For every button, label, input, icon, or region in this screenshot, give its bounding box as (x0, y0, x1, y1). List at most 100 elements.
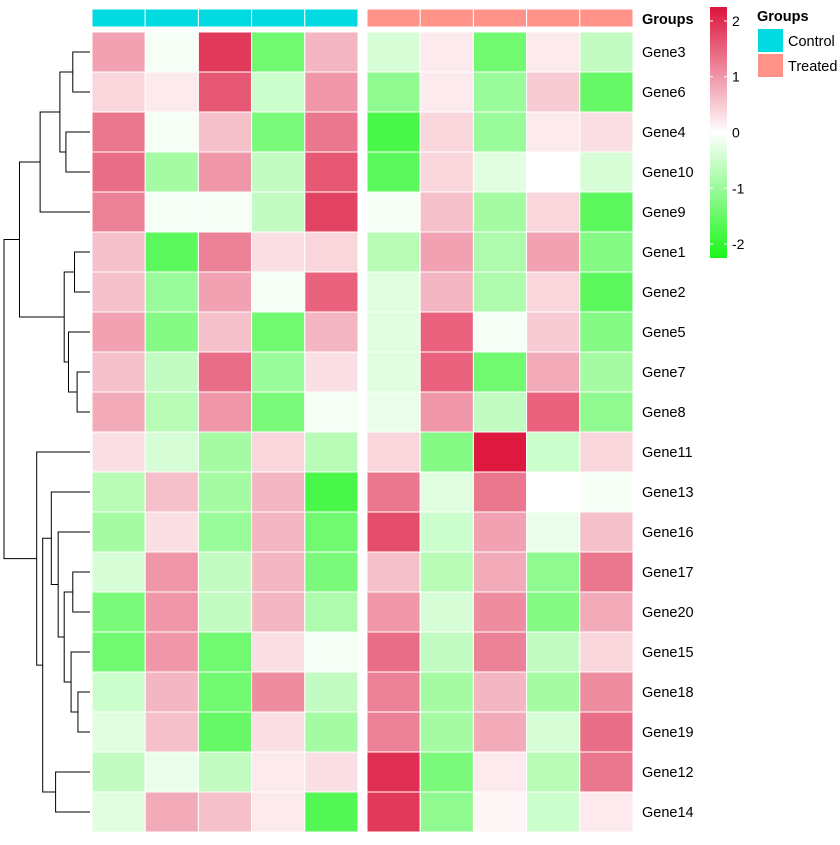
annotation-row-title: Groups (642, 12, 694, 28)
heatmap-cell (91, 231, 146, 273)
heatmap-cell (366, 711, 421, 753)
heatmap-cell (144, 671, 199, 713)
dendrogram-branch (65, 131, 90, 173)
heatmap-cell (91, 791, 146, 833)
color-scale-legend: -2 -1 0 1 2 (710, 7, 745, 258)
heatmap-cell (472, 191, 528, 233)
dendrogram-branch (57, 531, 90, 638)
row-label-gene19: Gene19 (642, 725, 694, 741)
heatmap-cell (144, 71, 199, 113)
heatmap-cell (251, 511, 306, 553)
color-scale-bar (710, 7, 727, 258)
heatmap-cell (366, 351, 421, 393)
heatmap-cell (197, 231, 253, 273)
heatmap-cell (91, 591, 146, 633)
heatmap-cell (472, 551, 528, 593)
heatmap-cell (251, 31, 306, 73)
heatmap-cell (144, 391, 199, 433)
heatmap-cell (304, 551, 359, 593)
heatmap-cell (472, 311, 528, 353)
groups-legend-title: Groups (757, 9, 809, 25)
heatmap-cell (304, 111, 359, 153)
heatmap-cell (526, 751, 581, 793)
annotation-cell-control (304, 8, 359, 28)
heatmap-cell (251, 111, 306, 153)
heatmap-cell (144, 471, 199, 513)
heatmap-cell (472, 71, 528, 113)
heatmap-cell (144, 31, 199, 73)
heatmap-cell (304, 71, 359, 113)
heatmap-cell (579, 431, 634, 473)
row-label-gene4: Gene4 (642, 125, 686, 141)
heatmap-cell (144, 231, 199, 273)
heatmap-cell (419, 71, 474, 113)
annotation-cell-treated (526, 8, 581, 28)
heatmap-cell (419, 511, 474, 553)
heatmap-cell (144, 151, 199, 193)
dendrogram-branch (63, 271, 75, 363)
heatmap-cell (304, 351, 359, 393)
heatmap-cell (197, 391, 253, 433)
heatmap-cell (366, 71, 421, 113)
heatmap-cell (526, 631, 581, 673)
heatmap-cell (304, 711, 359, 753)
heatmap-cell (197, 431, 253, 473)
heatmap-cell (91, 271, 146, 313)
legend-label-control: Control (788, 34, 835, 50)
heatmap-cell (91, 151, 146, 193)
heatmap-cell (304, 31, 359, 73)
heatmap-cell (304, 471, 359, 513)
heatmap-cell (251, 351, 306, 393)
heatmap-cell (251, 751, 306, 793)
heatmap-cell (251, 391, 306, 433)
heatmap-cell (526, 311, 581, 353)
heatmap-cell (526, 431, 581, 473)
row-label-gene6: Gene6 (642, 85, 686, 101)
heatmap-cell (472, 391, 528, 433)
heatmap-cell (197, 151, 253, 193)
heatmap-cell (197, 511, 253, 553)
annotation-cell-treated (366, 8, 421, 28)
heatmap-cell (304, 431, 359, 473)
heatmap-cell (472, 511, 528, 553)
heatmap-cell (579, 111, 634, 153)
heatmap-cell (526, 31, 581, 73)
heatmap-cell (526, 711, 581, 753)
heatmap-cell (91, 511, 146, 553)
color-scale-tick-label: 2 (732, 13, 740, 29)
heatmap-cell (251, 311, 306, 353)
heatmap-cell (472, 711, 528, 753)
dendrogram-branch (39, 111, 90, 213)
dendrogram-branch (3, 239, 37, 560)
row-label-gene18: Gene18 (642, 685, 694, 701)
heatmap-cell (526, 511, 581, 553)
dendrogram-branch (77, 691, 90, 733)
heatmap-cell (144, 351, 199, 393)
heatmap-cell (579, 471, 634, 513)
heatmap-cell (366, 551, 421, 593)
heatmap-cell (366, 511, 421, 553)
dendrogram-branch (55, 771, 90, 813)
heatmap-cell (526, 391, 581, 433)
row-label-gene17: Gene17 (642, 565, 694, 581)
annotation-cell-control (251, 8, 306, 28)
heatmap-cell (472, 351, 528, 393)
heatmap-cell (251, 71, 306, 113)
annotation-cell-control (144, 8, 199, 28)
heatmap-cell (91, 31, 146, 73)
heatmap-cell (419, 631, 474, 673)
heatmap-cells (91, 31, 634, 833)
dendrogram-branch (70, 651, 90, 713)
heatmap-cell (472, 591, 528, 633)
heatmap-cell (526, 151, 581, 193)
heatmap-cell (366, 111, 421, 153)
heatmap-cell (419, 751, 474, 793)
heatmap-cell (144, 271, 199, 313)
heatmap-cell (472, 271, 528, 313)
row-label-gene5: Gene5 (642, 325, 686, 341)
heatmap-cell (304, 591, 359, 633)
annotation-cell-treated (419, 8, 474, 28)
heatmap-cell (197, 311, 253, 353)
heatmap-cell (579, 351, 634, 393)
